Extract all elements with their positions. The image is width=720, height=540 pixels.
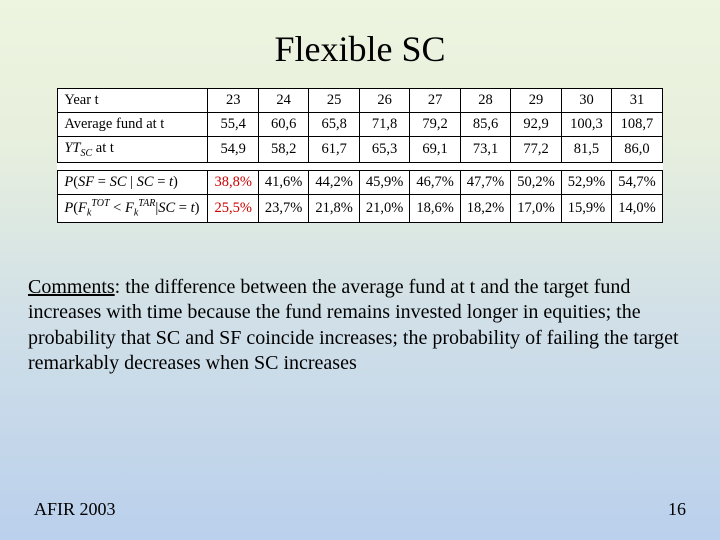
footer-left: AFIR 2003	[34, 499, 116, 520]
table-row: Year t232425262728293031	[58, 89, 662, 113]
cell: 60,6	[258, 113, 308, 137]
cell: 69,1	[410, 137, 460, 163]
table-row: P(SF = SC | SC = t)38,8%41,6%44,2%45,9%4…	[58, 170, 662, 194]
cell: 41,6%	[258, 170, 308, 194]
cell: 21,0%	[359, 194, 409, 222]
comments-label: Comments	[28, 276, 115, 298]
cell: 31	[612, 89, 662, 113]
slide-title: Flexible SC	[0, 0, 720, 88]
cell: 38,8%	[208, 170, 258, 194]
cell: 50,2%	[511, 170, 561, 194]
cell: 52,9%	[561, 170, 611, 194]
row-label: YTSC at t	[58, 137, 208, 163]
cell: 81,5	[561, 137, 611, 163]
cell: 26	[359, 89, 409, 113]
cell: 45,9%	[359, 170, 409, 194]
cell: 100,3	[561, 113, 611, 137]
cell: 65,8	[309, 113, 359, 137]
cell: 92,9	[511, 113, 561, 137]
cell: 44,2%	[309, 170, 359, 194]
cell: 71,8	[359, 113, 409, 137]
cell: 47,7%	[460, 170, 510, 194]
table-row: YTSC at t54,958,261,765,369,173,177,281,…	[58, 137, 662, 163]
footer: AFIR 2003 16	[34, 499, 686, 520]
cell: 65,3	[359, 137, 409, 163]
cell: 23	[208, 89, 258, 113]
cell: 24	[258, 89, 308, 113]
comments-block: Comments: the difference between the ave…	[0, 223, 720, 377]
cell: 30	[561, 89, 611, 113]
row-label: P(FkTOT < FkTAR|SC = t)	[58, 194, 208, 222]
cell: 46,7%	[410, 170, 460, 194]
table-row	[58, 162, 662, 170]
cell: 79,2	[410, 113, 460, 137]
cell: 15,9%	[561, 194, 611, 222]
table-separator	[58, 162, 662, 170]
cell: 54,7%	[612, 170, 662, 194]
cell: 18,2%	[460, 194, 510, 222]
cell: 21,8%	[309, 194, 359, 222]
row-label: P(SF = SC | SC = t)	[58, 170, 208, 194]
row-label: Average fund at t	[58, 113, 208, 137]
cell: 54,9	[208, 137, 258, 163]
cell: 18,6%	[410, 194, 460, 222]
table-row: Average fund at t55,460,665,871,879,285,…	[58, 113, 662, 137]
row-label: Year t	[58, 89, 208, 113]
cell: 55,4	[208, 113, 258, 137]
cell: 14,0%	[612, 194, 662, 222]
cell: 17,0%	[511, 194, 561, 222]
cell: 85,6	[460, 113, 510, 137]
cell: 58,2	[258, 137, 308, 163]
cell: 23,7%	[258, 194, 308, 222]
table-row: P(FkTOT < FkTAR|SC = t)25,5%23,7%21,8%21…	[58, 194, 662, 222]
cell: 61,7	[309, 137, 359, 163]
cell: 29	[511, 89, 561, 113]
cell: 25,5%	[208, 194, 258, 222]
cell: 108,7	[612, 113, 662, 137]
cell: 25	[309, 89, 359, 113]
cell: 27	[410, 89, 460, 113]
page-number: 16	[668, 499, 686, 520]
data-table: Year t232425262728293031Average fund at …	[57, 88, 662, 223]
cell: 28	[460, 89, 510, 113]
cell: 86,0	[612, 137, 662, 163]
table-container: Year t232425262728293031Average fund at …	[0, 88, 720, 223]
comments-text: : the difference between the average fun…	[28, 276, 679, 375]
cell: 73,1	[460, 137, 510, 163]
cell: 77,2	[511, 137, 561, 163]
